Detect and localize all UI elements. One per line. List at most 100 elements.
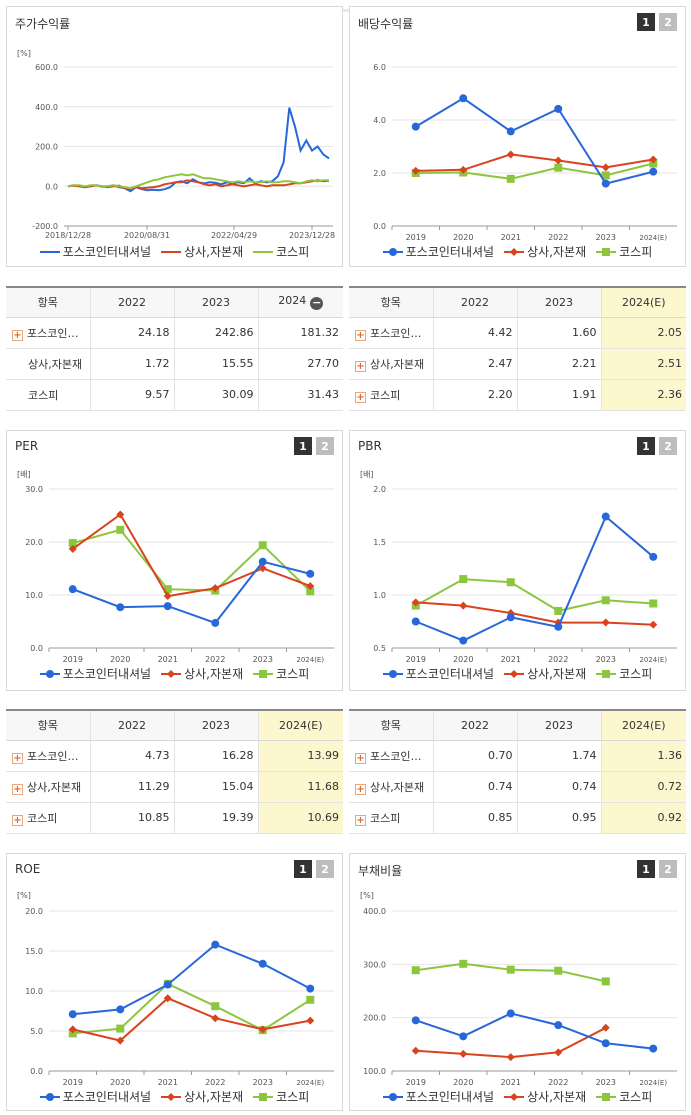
stock-return-table: 항목 2022 2023 2024− + 포스코인… 24.18 242.86 181.32 상사…	[6, 286, 343, 411]
pbr-chart: [배] 2.0 1.5 1.0 0.5 2019 2020 2021 2022 2023 2024(…	[360, 470, 677, 664]
row-name: + 상사,자본재	[6, 771, 90, 803]
legend-swatch-icon	[596, 1092, 617, 1101]
view-2-button[interactable]: 2	[316, 860, 334, 878]
unit-label: [배]	[360, 470, 374, 479]
column-header: 2024(E)	[600, 286, 686, 318]
table-cell: 0.95	[516, 802, 601, 834]
legend-label: 상사,자본재	[184, 1090, 244, 1104]
data-point-sector	[68, 1025, 77, 1034]
data-point-sector	[554, 1048, 563, 1057]
table-row: 상사,자본재 1.72 15.55 27.70	[6, 348, 343, 380]
legend-item-sector[interactable]: 상사,자본재	[504, 243, 586, 260]
data-point-kospi	[506, 965, 515, 974]
data-point-company	[649, 167, 658, 176]
y-tick-label: 200.0	[35, 143, 58, 152]
data-point-company	[211, 618, 220, 627]
x-tick-label: 2022	[548, 1078, 568, 1087]
table-row: + 상사,자본재 2.47 2.21 2.51	[349, 348, 686, 380]
legend-swatch-icon	[382, 669, 403, 678]
row-name: 상사,자본재	[6, 348, 90, 380]
data-point-sector	[411, 1046, 420, 1055]
legend: 포스코인터내셔널 상사,자본재 코스피	[7, 665, 342, 682]
y-tick-label: 4.0	[373, 116, 386, 125]
view-1-button[interactable]: 1	[637, 437, 655, 455]
legend-label: 상사,자본재	[184, 245, 244, 259]
x-tick-label: 2019	[406, 655, 426, 664]
data-point-sector	[211, 1014, 220, 1023]
legend-swatch-icon	[161, 669, 182, 678]
table-cell: 0.70	[432, 740, 517, 772]
expand-plus-icon[interactable]: +	[355, 752, 366, 764]
legend-item-kospi[interactable]: 코스피	[596, 665, 652, 682]
data-point-sector	[163, 994, 172, 1003]
expand-plus-icon[interactable]: +	[355, 814, 366, 826]
data-point-sector	[459, 601, 468, 610]
data-point-kospi	[306, 587, 315, 596]
legend-item-company[interactable]: 포스코인터내셔널	[382, 1088, 494, 1105]
legend-item-company[interactable]: 포스코인터내셔널	[39, 1088, 151, 1105]
table-cell: 2.36	[600, 379, 686, 411]
legend-item-kospi[interactable]: 코스피	[253, 665, 309, 682]
view-2-button[interactable]: 2	[659, 860, 677, 878]
x-tick-label: 2022	[205, 1078, 225, 1087]
expand-plus-icon[interactable]: +	[12, 752, 23, 764]
data-point-kospi	[506, 578, 515, 587]
legend-item-sector[interactable]: 상사,자본재	[504, 665, 586, 682]
view-2-button[interactable]: 2	[316, 437, 334, 455]
view-1-button[interactable]: 1	[294, 437, 312, 455]
table-cell: 15.55	[173, 348, 258, 380]
row-name: 코스피	[6, 379, 90, 411]
legend-item-kospi[interactable]: 코스피	[253, 243, 309, 260]
x-tick-label: 2022	[548, 655, 568, 664]
legend-swatch-icon	[504, 1092, 525, 1101]
x-tick-label: 2020	[110, 655, 130, 664]
expand-plus-icon[interactable]: +	[355, 391, 366, 403]
y-tick-label: 20.0	[25, 538, 43, 547]
y-tick-label: 2.0	[373, 485, 386, 494]
series-line-company	[415, 1012, 654, 1050]
data-point-sector	[306, 1016, 315, 1025]
expand-plus-icon[interactable]: +	[355, 360, 366, 372]
data-point-company	[506, 1009, 515, 1018]
column-header: 항목	[349, 286, 433, 318]
column-header: 2024−	[257, 286, 343, 318]
data-point-company	[211, 940, 220, 949]
row-name: + 포스코인…	[6, 740, 90, 772]
data-point-sector	[258, 1025, 267, 1034]
legend-item-sector[interactable]: 상사,자본재	[161, 1088, 243, 1105]
expand-plus-icon[interactable]: +	[12, 783, 23, 795]
legend-item-company[interactable]: 포스코인터내셔널	[382, 243, 494, 260]
legend-item-kospi[interactable]: 코스피	[253, 1088, 309, 1105]
collapse-icon[interactable]: −	[310, 296, 324, 311]
legend-label: 코스피	[276, 245, 310, 259]
table-cell: 0.74	[432, 771, 517, 803]
legend-item-company[interactable]: 포스코인터내셔널	[39, 665, 151, 682]
view-1-button[interactable]: 1	[294, 860, 312, 878]
y-tick-label: 600.0	[35, 63, 58, 72]
legend-item-kospi[interactable]: 코스피	[596, 1088, 652, 1105]
column-header: 2024(E)	[600, 709, 686, 741]
expand-plus-icon[interactable]: +	[355, 783, 366, 795]
legend-item-sector[interactable]: 상사,자본재	[504, 1088, 586, 1105]
series-line-company	[72, 560, 311, 625]
x-tick-label: 2024(E)	[639, 234, 667, 242]
expand-plus-icon[interactable]: +	[12, 814, 23, 826]
column-header: 2022	[89, 709, 174, 741]
y-tick-label: 0.0	[373, 222, 386, 231]
legend-item-company[interactable]: 포스코인터내셔널	[382, 665, 494, 682]
view-2-button[interactable]: 2	[659, 437, 677, 455]
expand-plus-icon[interactable]: +	[355, 329, 366, 341]
table-cell: 2.05	[600, 317, 686, 349]
view-1-button[interactable]: 1	[637, 13, 655, 31]
legend-item-sector[interactable]: 상사,자본재	[161, 243, 243, 260]
view-1-button[interactable]: 1	[637, 860, 655, 878]
legend-item-company[interactable]: 포스코인터내셔널	[39, 243, 151, 260]
data-point-kospi	[506, 174, 515, 183]
column-header: 항목	[6, 286, 90, 318]
x-tick-label: 2021	[501, 1078, 521, 1087]
x-tick-label: 2022	[205, 655, 225, 664]
expand-plus-icon[interactable]: +	[12, 329, 23, 341]
legend-item-sector[interactable]: 상사,자본재	[161, 665, 243, 682]
view-2-button[interactable]: 2	[659, 13, 677, 31]
legend-item-kospi[interactable]: 코스피	[596, 243, 652, 260]
